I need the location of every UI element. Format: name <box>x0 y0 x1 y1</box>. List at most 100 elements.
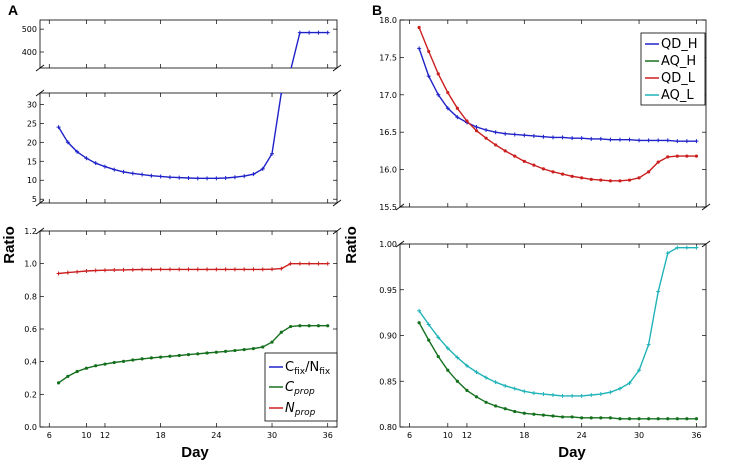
legend-sub: fix <box>319 367 331 377</box>
data-point <box>289 68 293 72</box>
y-tick-label: 1.0 <box>24 260 37 269</box>
data-point <box>627 381 632 386</box>
data-point <box>666 417 670 421</box>
data-point <box>589 136 594 141</box>
series-cfix-nfix <box>289 30 330 72</box>
panel-a-xlabel: Day <box>181 444 209 461</box>
data-point <box>541 413 546 417</box>
series-line <box>58 93 283 180</box>
data-point <box>455 379 459 383</box>
data-point <box>503 131 508 136</box>
legend-text: AQ_L <box>661 88 694 103</box>
data-point <box>560 393 565 398</box>
data-point <box>214 350 218 354</box>
panel-b-xlabel: Day <box>558 444 586 461</box>
data-point <box>279 93 284 95</box>
data-point <box>637 176 641 180</box>
data-point <box>195 176 200 181</box>
data-point <box>532 412 536 416</box>
data-point <box>570 136 575 141</box>
x-tick-label: 18 <box>156 431 166 440</box>
data-point <box>288 324 293 329</box>
y-tick-label: 0.95 <box>379 286 397 295</box>
subplot-a-top: 400 500 <box>22 19 342 72</box>
data-point <box>186 175 191 180</box>
axis-break-mark <box>332 199 342 207</box>
legend-entry-qd-l: QD_L <box>645 71 696 86</box>
data-point <box>325 261 330 266</box>
y-tick-label: 5 <box>32 195 37 204</box>
data-point <box>646 342 651 347</box>
y-tick-label: 0.6 <box>24 325 37 334</box>
data-point <box>522 411 526 415</box>
x-tick-label: 10 <box>81 431 91 440</box>
legend-sub: fix <box>294 367 306 377</box>
data-point <box>436 354 440 359</box>
data-point <box>694 139 699 144</box>
data-point <box>261 345 265 349</box>
data-point <box>56 125 61 130</box>
data-point <box>270 267 275 272</box>
axis-break-mark <box>35 64 45 72</box>
data-point <box>656 289 661 294</box>
svg-text:Cfix/Nfix: Cfix/Nfix <box>285 360 331 377</box>
data-point <box>417 321 421 325</box>
y-tick-label: 500 <box>22 25 37 34</box>
series-aq-l <box>417 245 699 398</box>
series-line <box>58 263 328 275</box>
data-point <box>599 178 603 182</box>
data-point <box>484 375 489 380</box>
data-point <box>214 267 219 272</box>
y-tick-label: 0.2 <box>24 390 37 399</box>
data-point <box>666 155 670 159</box>
data-point <box>205 176 210 181</box>
x-tick-label: 6 <box>407 431 412 440</box>
data-point <box>464 363 469 368</box>
data-point <box>102 268 107 273</box>
data-point <box>627 137 632 142</box>
series-line <box>290 31 328 68</box>
legend-text: QD_L <box>661 71 696 86</box>
y-tick-label: 0.90 <box>379 332 397 341</box>
data-point <box>260 166 265 171</box>
y-tick-label: 30 <box>27 100 37 109</box>
data-point <box>279 266 284 271</box>
data-point <box>149 173 154 178</box>
y-tick-label: 17.0 <box>379 91 397 100</box>
axis-break-mark <box>35 199 45 207</box>
data-point <box>656 138 661 143</box>
data-point <box>417 25 421 30</box>
subplot-b-bot: 0.80 0.85 0.90 0.95 1.00 6 10 12 18 24 30 36 <box>379 240 711 440</box>
data-point <box>608 179 612 183</box>
data-point <box>608 137 613 142</box>
data-point <box>513 409 517 414</box>
panel-b-legend: QD_H AQ_H QD_L AQ_L <box>640 32 706 106</box>
data-point <box>196 352 200 356</box>
data-point <box>326 324 330 328</box>
data-point <box>232 267 237 272</box>
axes-frame <box>39 92 338 204</box>
data-point <box>465 388 469 392</box>
data-point <box>436 72 440 76</box>
data-point <box>579 393 584 398</box>
data-point <box>617 137 622 142</box>
legend-text: N <box>285 401 295 416</box>
data-point <box>195 267 200 272</box>
legend-frame <box>640 32 706 106</box>
data-point <box>637 368 642 373</box>
data-point <box>112 268 117 273</box>
data-point <box>503 149 507 153</box>
y-tick-label: 25 <box>27 119 37 128</box>
data-point <box>694 245 699 250</box>
data-point <box>474 395 479 399</box>
legend-entry-qd-h: QD_H <box>645 37 698 52</box>
data-point <box>570 393 575 398</box>
data-point <box>580 176 584 180</box>
data-point <box>140 357 144 361</box>
data-point <box>580 416 584 420</box>
data-point <box>675 139 680 144</box>
data-point <box>112 167 117 172</box>
data-point <box>93 161 98 166</box>
data-point <box>474 370 479 375</box>
data-point <box>541 134 546 139</box>
